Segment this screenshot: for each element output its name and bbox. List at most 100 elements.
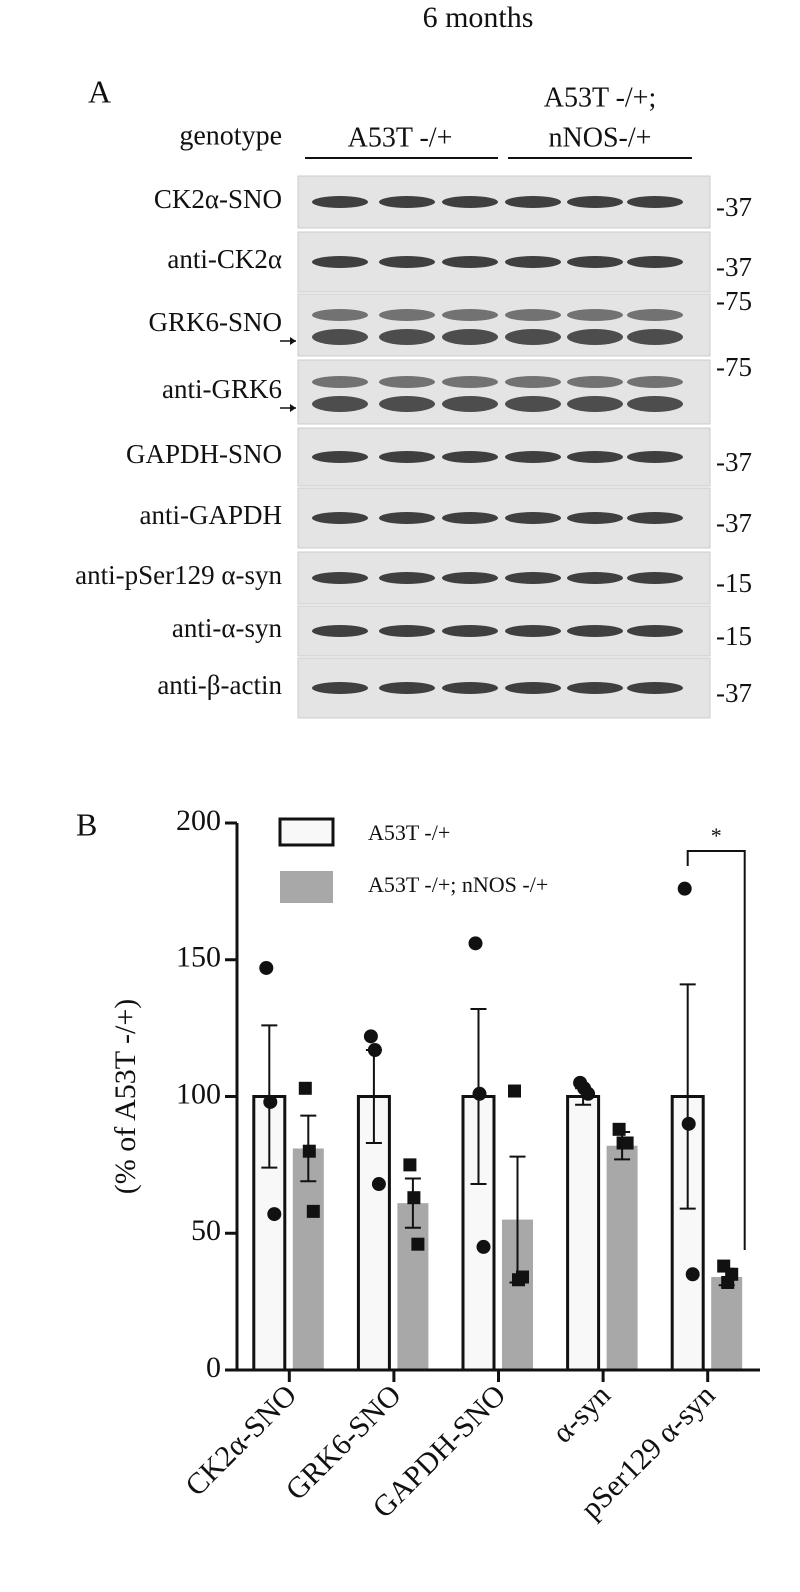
band [505,396,561,412]
band [379,376,435,388]
band [567,196,623,208]
band [442,376,498,388]
band [442,572,498,584]
band [442,256,498,268]
data-point [476,1239,491,1254]
band [312,376,368,388]
y-tick-label: 200 [176,804,221,837]
band [567,512,623,524]
data-point [620,1136,634,1150]
band [627,572,683,584]
row-label: GRK6-SNO [148,307,282,337]
band [505,256,561,268]
band [627,196,683,208]
band [312,329,368,345]
row-label: GAPDH-SNO [126,439,282,469]
y-tick-label: 100 [176,1077,221,1110]
band [379,512,435,524]
data-point [367,1043,382,1058]
band [312,625,368,637]
x-tick-label: α-syn [546,1378,617,1449]
band [567,329,623,345]
mw-marker: -37 [716,447,752,477]
figure-title: 6 months [423,1,534,34]
band [505,196,561,208]
row-label: anti-α-syn [172,613,283,643]
data-point [263,1094,278,1109]
row-label: anti-CK2α [167,244,282,274]
blot: CK2α-SNO -37 anti-CK2α -37 GRK6-SNO -75 anti-G… [75,175,752,719]
arrow-head [290,404,296,412]
mw-marker: -37 [716,252,752,282]
band [379,682,435,694]
legend-label: A53T -/+ [368,820,450,845]
mw-marker: -37 [716,508,752,538]
data-point [685,1267,700,1282]
bar [711,1277,743,1370]
band [442,451,498,463]
band [627,309,683,321]
band [312,309,368,321]
data-point [468,936,483,951]
significance-bracket [686,850,746,1250]
data-point [508,1084,521,1098]
band [627,329,683,345]
panel-label: A [88,73,111,109]
band [312,196,368,208]
blot-panel [297,359,711,425]
data-point [677,881,692,896]
legend-swatch [278,817,335,847]
band [567,309,623,321]
data-point [681,1116,696,1131]
data-point [407,1191,421,1205]
data-point [259,960,274,975]
band [627,396,683,412]
data-point [363,1029,378,1044]
band [379,451,435,463]
band [312,682,368,694]
row-label: anti-GAPDH [140,500,283,530]
y-tick-label: 150 [176,941,221,974]
band [505,512,561,524]
data-point [411,1237,425,1251]
band [379,256,435,268]
y-tick-label: 50 [191,1214,221,1247]
row-label: CK2α-SNO [154,184,282,214]
band [505,682,561,694]
row-label: anti-pSer129 α-syn [75,560,282,590]
band [627,376,683,388]
mw-marker: -37 [716,192,752,222]
band [567,396,623,412]
band [505,376,561,388]
bar [566,1095,601,1372]
band [567,256,623,268]
band [505,329,561,345]
y-axis-label: (% of A53T -/+) [109,999,142,1195]
band [627,451,683,463]
band [505,309,561,321]
band [627,625,683,637]
data-point [725,1267,739,1281]
band [312,256,368,268]
group-label: A53T -/+; [544,82,657,113]
data-point [403,1158,417,1172]
band [379,329,435,345]
legend-swatch [280,871,333,903]
band [567,376,623,388]
data-point [267,1207,282,1222]
band [379,196,435,208]
bar [606,1145,638,1370]
band [442,512,498,524]
data-point [306,1204,320,1218]
data-point [581,1086,596,1101]
band [442,396,498,412]
band [442,682,498,694]
error-bar [679,983,696,1210]
group-label: nNOS-/+ [549,122,652,153]
band [442,625,498,637]
band [567,625,623,637]
band [442,309,498,321]
mw-marker: -37 [716,678,752,708]
significance-label: * [711,823,722,848]
